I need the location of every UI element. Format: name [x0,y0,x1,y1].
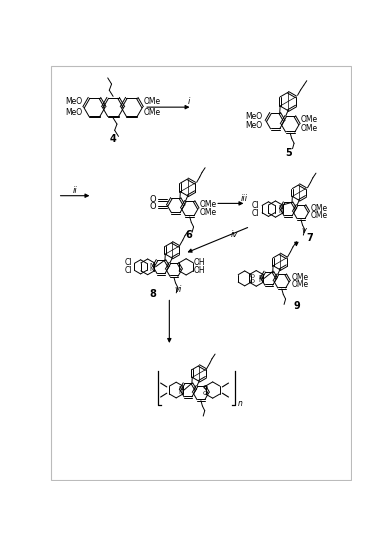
Text: ii: ii [73,186,78,195]
Text: OMe: OMe [143,97,160,106]
Text: 8: 8 [149,289,156,299]
Text: N: N [178,390,183,395]
Text: OH: OH [194,266,205,275]
Text: MeO: MeO [65,97,82,106]
Text: N: N [258,275,263,280]
Text: OMe: OMe [310,204,328,213]
Text: OMe: OMe [200,208,217,217]
Text: MeO: MeO [65,108,82,117]
Text: N: N [278,209,283,214]
Text: Cl: Cl [125,259,132,267]
Text: OMe: OMe [291,280,308,289]
Text: OMe: OMe [200,200,217,209]
Text: v: v [301,226,307,235]
Text: O: O [202,385,207,390]
Text: N: N [178,386,183,391]
Text: vi: vi [175,285,182,294]
Text: OMe: OMe [291,273,308,282]
Text: iv: iv [231,230,238,239]
Text: Cl: Cl [252,200,260,210]
Text: 7: 7 [307,233,314,243]
Text: O: O [250,279,255,284]
Text: N: N [150,263,154,268]
Text: OMe: OMe [301,124,318,133]
Text: MeO: MeO [245,120,262,130]
Text: n: n [238,399,243,408]
Text: Cl: Cl [252,208,260,218]
Text: OMe: OMe [310,211,328,220]
Text: OMe: OMe [301,115,318,124]
Text: i: i [188,97,191,106]
Text: N: N [278,205,283,211]
Text: O: O [250,274,255,279]
Text: iii: iii [240,193,248,202]
Text: 9: 9 [293,301,300,311]
Text: O: O [150,202,156,211]
Text: 4: 4 [110,134,116,145]
Text: 5: 5 [285,148,292,158]
Text: O: O [150,195,156,205]
Text: 6: 6 [185,231,192,240]
Text: N: N [150,267,154,272]
Text: Cl: Cl [125,266,132,275]
Text: N: N [258,278,263,284]
Text: OMe: OMe [143,108,160,117]
Text: OH: OH [194,258,205,267]
Text: MeO: MeO [245,112,262,121]
Text: O: O [202,392,207,396]
